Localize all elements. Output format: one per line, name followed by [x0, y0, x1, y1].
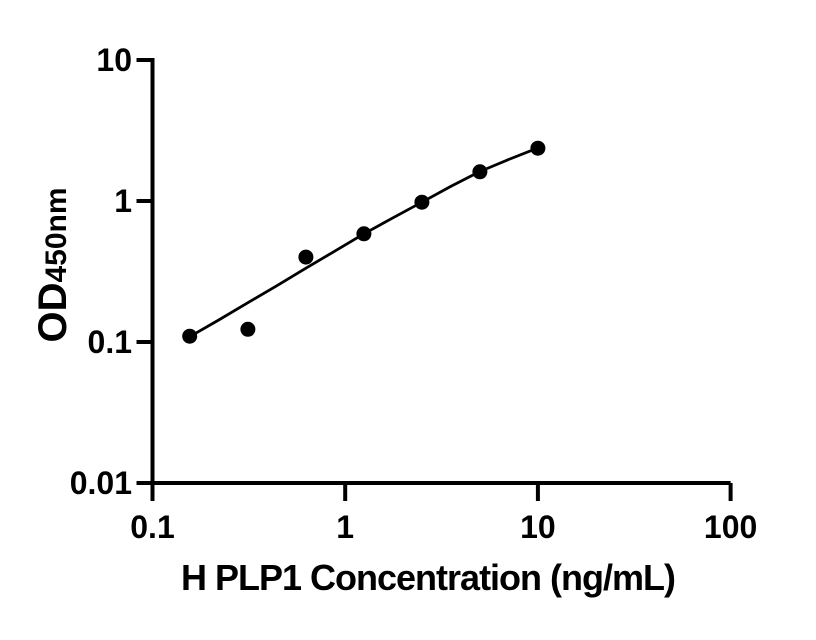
- data-point-marker-6: [472, 164, 488, 180]
- x-axis-tick-marks: [150, 483, 733, 501]
- data-point-marker-7: [530, 140, 546, 156]
- y-axis-title-main: OD: [31, 282, 75, 343]
- x-tick-label-10: 10: [520, 509, 556, 545]
- y-axis-tick-marks: [136, 58, 153, 485]
- data-point-markers: [182, 140, 546, 344]
- x-tick-label-1: 1: [336, 509, 355, 545]
- data-point-marker-3: [298, 249, 314, 265]
- y-tick-label-10: 10: [96, 42, 132, 78]
- y-axis-title: OD450nm: [28, 115, 78, 415]
- data-point-marker-5: [414, 194, 430, 210]
- y-tick-label-1: 1: [114, 183, 132, 219]
- x-tick-label-100: 100: [703, 509, 758, 545]
- y-tick-label-0.1: 0.1: [87, 324, 132, 360]
- y-axis-title-unit: 450nm: [40, 187, 73, 283]
- y-tick-label-0.01: 0.01: [69, 465, 132, 501]
- data-point-marker-2: [240, 321, 256, 337]
- x-axis-title: H PLP1 Concentration (ng/mL): [181, 557, 676, 598]
- data-point-marker-4: [356, 226, 372, 242]
- data-point-marker-1: [182, 328, 198, 344]
- x-tick-label-0.1: 0.1: [130, 509, 175, 545]
